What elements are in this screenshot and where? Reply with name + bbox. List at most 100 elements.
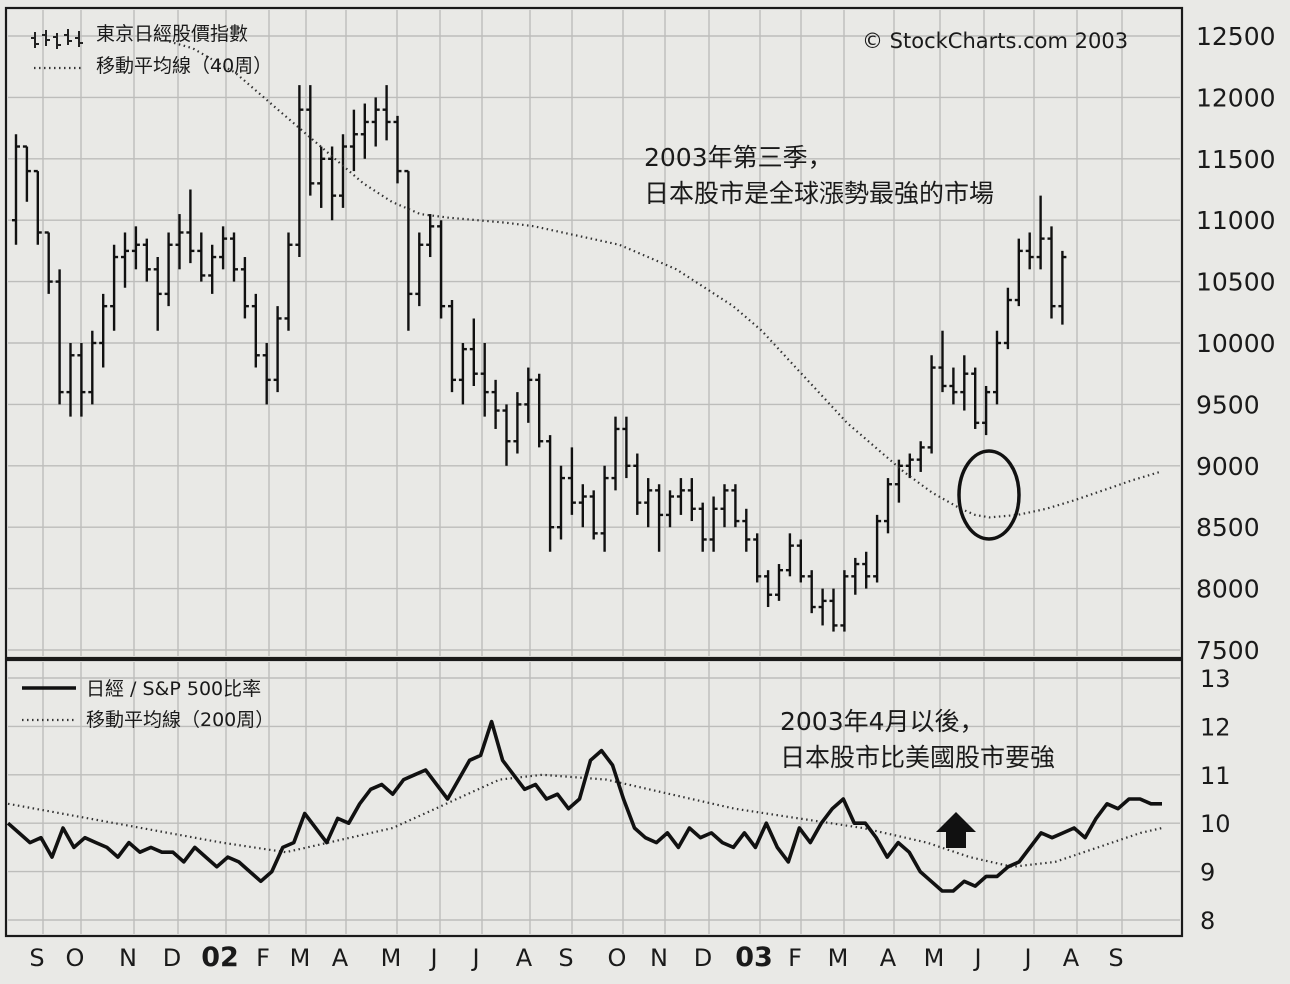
ohlc-bar (546, 435, 555, 552)
y-tick-label: 10500 (1196, 268, 1276, 297)
ohlc-bar (949, 367, 958, 405)
ohlc-bar (317, 146, 326, 208)
ohlc-bar (753, 533, 762, 583)
x-tick-label: M (381, 944, 402, 972)
ohlc-bar (655, 484, 664, 552)
ohlc-bar (393, 115, 402, 184)
ohlc-bar (873, 514, 882, 583)
ohlc-bar (993, 330, 1001, 405)
ohlc-bar (535, 373, 544, 448)
ohlc-bar (426, 214, 435, 258)
top-grid (8, 10, 1180, 656)
ohlc-bar (775, 564, 783, 601)
ohlc-bar (339, 134, 347, 208)
ohlc-legend-icon (31, 29, 83, 49)
y-tick-label: 9500 (1196, 390, 1260, 419)
ohlc-bar (513, 392, 522, 454)
y-tick-label: 12 (1200, 713, 1231, 741)
ohlc-bar (66, 343, 75, 417)
x-tick-label: M (828, 944, 849, 972)
ohlc-bar (589, 490, 598, 540)
y-tick-label: 10 (1200, 810, 1231, 838)
top-panel-frame (4, 6, 1184, 660)
ohlc-bar (731, 484, 740, 528)
ohlc-bar (927, 355, 936, 454)
ohlc-bar (829, 588, 838, 632)
x-tick-label: A (332, 944, 349, 972)
legend-ma40-label: 移動平均線（40周） (96, 55, 272, 77)
y-tick-label: 9000 (1196, 452, 1260, 481)
x-tick-label: M (290, 944, 311, 972)
x-axis-months: S O N D 02 F M A M J J A S O N D 03 F M A M J J A S (29, 942, 1123, 973)
ohlc-bar (1003, 287, 1012, 350)
y-tick-label: 12000 (1196, 83, 1276, 112)
ohlc-bar (121, 232, 129, 288)
ohlc-bar (219, 226, 228, 270)
ohlc-bar (33, 169, 42, 245)
ohlc-bar (251, 293, 260, 368)
ohlc-bar (742, 508, 751, 552)
ohlc-bar (491, 379, 500, 429)
y-tick-label: 8500 (1196, 513, 1260, 542)
ohlc-bar (524, 367, 533, 423)
ohlc-bar (905, 453, 914, 479)
y-tick-label: 10000 (1196, 329, 1276, 358)
x-tick-label: N (119, 944, 137, 972)
x-tick-label: F (788, 944, 802, 972)
ohlc-bar (110, 244, 119, 331)
ratio-ma200-line (7, 773, 1163, 868)
x-tick-label: J (972, 944, 981, 972)
legend-nikkei-label: 東京日經股價指數 (96, 23, 248, 45)
top-legend: 東京日經股價指數 移動平均線（40周） (31, 23, 272, 77)
bottom-panel-frame (4, 658, 1184, 938)
x-tick-label: F (256, 944, 270, 972)
ohlc-bar (1025, 232, 1034, 270)
ohlc-bar (720, 484, 729, 528)
ohlc-bar (567, 447, 576, 515)
bottom-grid (8, 662, 1180, 934)
ohlc-bar (1047, 226, 1056, 319)
ohlc-bar (448, 300, 456, 393)
ohlc-bar (22, 145, 31, 202)
ohlc-bar (622, 416, 631, 479)
ohlc-bar (262, 343, 271, 405)
ohlc-bar (284, 232, 293, 331)
ohlc-bar (916, 441, 925, 472)
x-tick-label: D (163, 944, 181, 972)
ohlc-bar (840, 570, 849, 632)
ohlc-bar (240, 257, 249, 319)
ohlc-bar (709, 496, 718, 552)
x-tick-label: S (1108, 944, 1123, 972)
ohlc-bar (1014, 238, 1023, 307)
x-tick-label: S (558, 944, 573, 972)
ohlc-bar (480, 343, 489, 417)
ohlc-bar (502, 404, 511, 466)
annotation-bottom-line1: 2003年4月以後， (780, 707, 985, 736)
bottom-legend: 日經 / S&P 500比率 移動平均線（200周） (22, 678, 274, 731)
x-tick-label: M (924, 944, 945, 972)
ohlc-bar (142, 238, 151, 282)
ma40-line (149, 34, 1161, 519)
x-tick-label: S (29, 944, 44, 972)
x-tick-label: O (66, 944, 85, 972)
ohlc-bar (644, 478, 653, 528)
ohlc-bar (12, 134, 20, 245)
top-y-axis: 12500 12000 11500 11000 10500 10000 9500 9000 85… (1196, 22, 1276, 665)
nikkei-ohlc-series (12, 85, 1067, 632)
y-tick-label: 11500 (1196, 145, 1276, 174)
ohlc-bar (698, 502, 707, 552)
y-tick-label: 11 (1200, 762, 1231, 790)
x-tick-label: A (880, 944, 897, 972)
x-tick-label: D (694, 944, 712, 972)
ohlc-bar (99, 293, 108, 368)
ohlc-bar (55, 269, 64, 405)
ohlc-bar (982, 385, 991, 436)
ohlc-bar (633, 453, 642, 515)
y-tick-label: 11000 (1196, 206, 1276, 235)
y-tick-label: 7500 (1196, 636, 1260, 665)
ohlc-bar (295, 85, 304, 258)
ohlc-bar (164, 232, 173, 307)
y-tick-label: 13 (1200, 665, 1231, 693)
ohlc-bar (208, 244, 217, 294)
ohlc-bar (153, 257, 162, 331)
